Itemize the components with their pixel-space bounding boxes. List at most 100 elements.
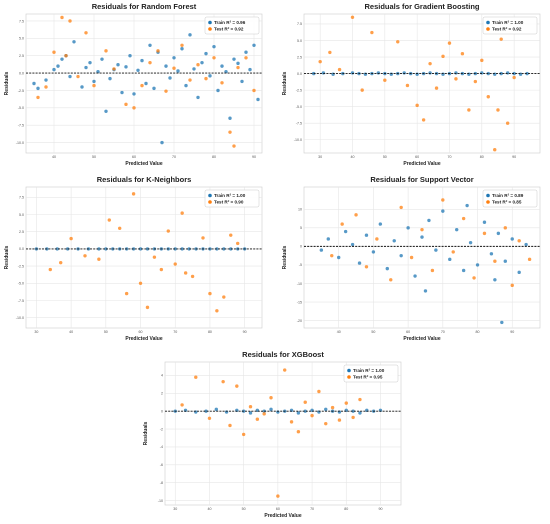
test-point: [405, 83, 410, 88]
x-tick-label: 90: [252, 155, 256, 159]
y-tick-label: -15: [297, 300, 302, 304]
y-tick-label: -2.5: [296, 88, 302, 92]
legend-label: Test R² = 0.92: [492, 27, 522, 32]
train-point: [326, 237, 330, 241]
train-point: [489, 252, 494, 256]
test-point: [188, 78, 192, 82]
test-point: [229, 233, 233, 237]
test-point: [48, 267, 52, 272]
train-point: [180, 247, 184, 251]
legend-marker: [486, 193, 490, 198]
train-point: [136, 68, 140, 72]
train-point: [392, 239, 396, 243]
test-point: [207, 416, 212, 421]
x-tick-label: 40: [350, 155, 354, 159]
train-point: [248, 411, 253, 415]
train-point: [72, 40, 76, 44]
y-tick-label: 0.0: [297, 72, 302, 76]
test-point: [486, 95, 490, 99]
x-tick-label: 90: [378, 507, 382, 511]
test-point: [350, 15, 355, 20]
train-point: [448, 257, 452, 262]
y-tick-label: 0.0: [19, 71, 24, 75]
train-point: [371, 250, 376, 254]
test-point: [64, 54, 68, 58]
test-point: [180, 403, 184, 407]
test-point: [212, 56, 216, 60]
x-tick-label: 80: [212, 155, 216, 159]
test-point: [92, 83, 96, 88]
chart-title: Residuals for XGBoost: [242, 350, 324, 359]
test-point: [83, 254, 87, 258]
x-tick-label: 30: [173, 507, 177, 511]
train-point: [100, 57, 104, 61]
train-point: [84, 65, 88, 70]
y-tick-label: -7.5: [18, 124, 24, 128]
train-point: [343, 229, 348, 234]
test-point: [472, 276, 476, 280]
train-point: [55, 247, 59, 251]
x-tick-label: 70: [441, 330, 445, 334]
train-point: [180, 47, 184, 51]
x-tick-label: 50: [242, 507, 246, 511]
train-point: [467, 72, 471, 76]
train-point: [176, 69, 180, 73]
y-tick-label: 10: [298, 208, 302, 212]
test-point: [138, 281, 143, 285]
test-point: [104, 49, 108, 53]
test-point: [140, 83, 144, 88]
train-point: [475, 263, 480, 267]
y-tick-label: 5.0: [297, 39, 302, 43]
test-point: [220, 81, 224, 85]
test-point: [276, 494, 280, 498]
train-point: [389, 72, 393, 76]
train-point: [524, 242, 528, 247]
x-tick-label: 50: [104, 330, 108, 334]
chart-title: Residuals for Support Vector: [370, 175, 473, 184]
train-point: [56, 64, 60, 68]
test-point: [97, 257, 101, 261]
test-point: [399, 205, 403, 210]
train-point: [224, 69, 228, 74]
x-tick-label: 70: [310, 507, 314, 511]
train-point: [482, 220, 487, 224]
test-point: [52, 50, 56, 54]
train-point: [248, 67, 252, 72]
train-point: [399, 253, 403, 258]
train-point: [196, 95, 200, 100]
y-axis-label: Residuals: [282, 71, 288, 95]
train-point: [236, 61, 240, 66]
train-point: [116, 63, 120, 67]
x-tick-label: 50: [383, 155, 387, 159]
y-tick-label: -2.5: [18, 89, 24, 93]
test-point: [296, 430, 301, 434]
legend-box: [482, 189, 538, 208]
train-point: [378, 222, 383, 226]
test-point: [215, 309, 219, 313]
train-point: [518, 72, 523, 76]
train-point: [173, 247, 177, 251]
train-point: [214, 407, 219, 412]
x-tick-label: 60: [406, 330, 410, 334]
test-point: [172, 66, 176, 70]
test-point: [415, 103, 419, 108]
train-point: [337, 255, 341, 260]
y-tick-label: -10.0: [16, 316, 24, 320]
test-point: [434, 86, 439, 90]
train-point: [188, 33, 192, 37]
y-tick-label: -5.0: [18, 106, 24, 110]
x-tick-label: 80: [208, 330, 212, 334]
train-point: [376, 71, 381, 75]
test-point: [262, 412, 266, 416]
test-point: [60, 15, 64, 20]
x-axis-label: Predicted Value: [403, 161, 440, 167]
test-point: [527, 257, 532, 262]
legend-marker: [208, 200, 212, 204]
train-point: [68, 74, 72, 79]
train-point: [228, 116, 232, 120]
test-point: [68, 19, 72, 23]
train-point: [358, 411, 362, 415]
test-point: [370, 30, 374, 35]
x-tick-label: 70: [173, 330, 177, 334]
y-tick-label: 7.5: [19, 196, 24, 200]
